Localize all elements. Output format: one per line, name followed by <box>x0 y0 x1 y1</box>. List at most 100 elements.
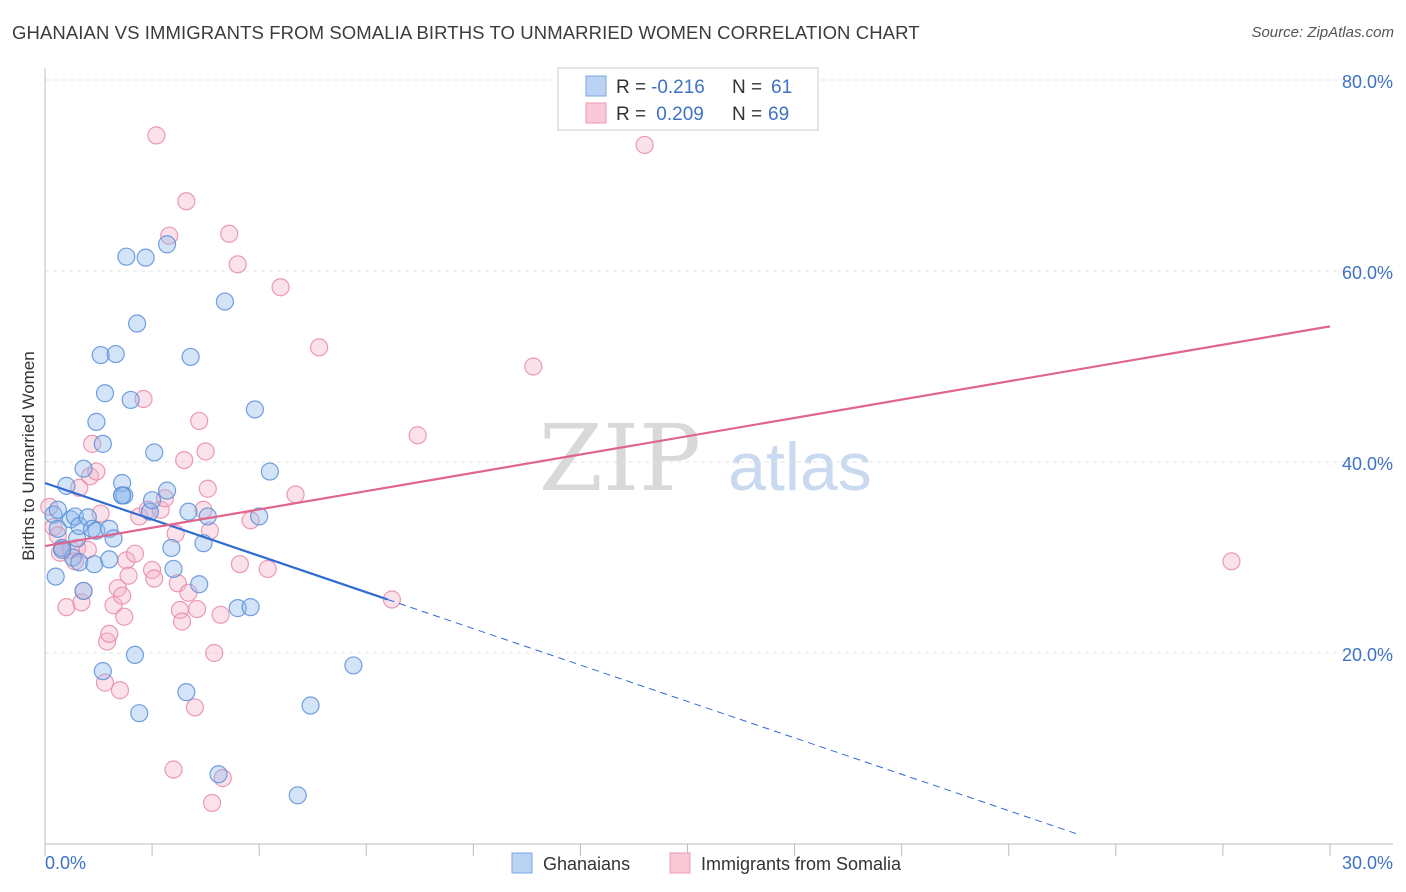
x-tick-label-max: 30.0% <box>1342 853 1393 873</box>
somalia-point-55 <box>228 255 247 274</box>
series-ghanaians-points <box>44 235 363 805</box>
somalia-point-58 <box>258 559 277 579</box>
y-tick-label-40: 40.0% <box>1342 454 1393 474</box>
legend-r-label-2: R = <box>616 104 646 125</box>
somalia-point-44 <box>185 698 205 717</box>
ghanaians-point-49 <box>215 292 234 311</box>
legend-swatch-ghanaians <box>585 75 607 97</box>
somalia-point-59 <box>271 278 290 297</box>
somalia-point-56 <box>230 555 249 574</box>
watermark-atlas: atlas <box>728 429 872 505</box>
ghanaians-point-38 <box>157 235 177 254</box>
ghanaians-point-20 <box>93 662 112 681</box>
ghanaians-point-25 <box>106 344 125 364</box>
ghanaians-point-11 <box>74 459 93 478</box>
somalia-point-66 <box>1222 552 1241 571</box>
ghanaians-point-16 <box>85 555 104 574</box>
ghanaians-point-55 <box>301 696 320 715</box>
somalia-point-23 <box>112 586 132 605</box>
stats-legend: R = -0.216 N = 61 R = 0.209 N = 69 <box>557 67 819 131</box>
trend-lines <box>44 325 1331 835</box>
x-tick-label-min: 0.0% <box>45 853 86 873</box>
ghanaians-point-29 <box>117 247 136 266</box>
somalia-point-51 <box>205 643 224 663</box>
ghanaians-point-32 <box>127 314 147 333</box>
somalia-point-65 <box>635 135 654 155</box>
ghanaians-point-44 <box>179 502 198 521</box>
ghanaians-point-45 <box>190 575 209 594</box>
watermark-zip: ZIP <box>539 405 701 512</box>
ghanaians-point-9 <box>70 553 89 572</box>
somalia-point-5 <box>57 598 76 617</box>
ghanaians-point-30 <box>121 390 140 410</box>
x-axis-ticks <box>44 844 1331 856</box>
somalia-point-52 <box>211 605 230 624</box>
y-tick-label-60: 60.0% <box>1342 263 1393 283</box>
bottom-legend-label-somalia: Immigrants from Somalia <box>701 854 902 874</box>
ghanaians-point-22 <box>100 519 119 538</box>
ghanaians-point-51 <box>241 598 260 617</box>
bottom-legend-label-ghanaians: Ghanaians <box>543 854 630 874</box>
ghanaians-point-35 <box>140 502 160 521</box>
bottom-legend-swatch-ghanaians <box>511 852 533 874</box>
axes <box>44 68 1393 845</box>
ghanaians-point-33 <box>130 704 149 723</box>
ghanaians-point-7 <box>65 507 85 526</box>
somalia-point-17 <box>95 673 115 692</box>
legend-r-value-2: 0.209 <box>651 104 704 125</box>
ghanaians-point-54 <box>260 462 279 481</box>
somalia-point-10 <box>72 593 91 612</box>
somalia-point-46 <box>190 411 209 431</box>
legend-n-label-2: N = <box>732 104 762 125</box>
somalia-point-26 <box>119 566 138 585</box>
chart-title: GHANAIAN VS IMMIGRANTS FROM SOMALIA BIRT… <box>12 22 920 43</box>
legend-n-value-1: 61 <box>771 77 792 98</box>
somalia-point-61 <box>310 338 329 357</box>
ghanaians-point-1 <box>48 519 67 538</box>
ghanaians-point-23 <box>100 550 119 569</box>
somalia-point-22 <box>110 681 130 700</box>
somalia-point-37 <box>164 760 183 779</box>
legend-r-value-1: -0.216 <box>651 77 705 98</box>
ghanaians-point-41 <box>164 559 183 579</box>
legend-r-label-1: R = <box>616 77 646 98</box>
ghanaians-point-40 <box>162 538 181 558</box>
ghanaians-point-4 <box>57 476 76 495</box>
ghanaians-point-53 <box>250 507 269 526</box>
somalia-point-45 <box>187 599 207 619</box>
ghanaians-point-17 <box>87 412 106 431</box>
ghanaians-point-37 <box>145 443 164 462</box>
ghanaians-trend-line <box>44 481 389 601</box>
ghanaians-point-48 <box>209 765 228 784</box>
somalia-point-33 <box>147 126 166 145</box>
ghanaians-point-2 <box>46 567 65 586</box>
somalia-point-64 <box>524 357 543 376</box>
ghanaians-point-43 <box>181 347 200 367</box>
somalia-point-32 <box>145 569 164 588</box>
somalia-point-48 <box>196 442 215 461</box>
chart-source: Source: ZipAtlas.com <box>1251 24 1394 41</box>
somalia-point-54 <box>220 224 239 243</box>
somalia-point-63 <box>408 426 427 445</box>
y-axis-tick-labels: 20.0% 40.0% 60.0% 80.0% <box>1342 72 1393 665</box>
ghanaians-trend-line-extension <box>387 599 1078 835</box>
somalia-point-29 <box>134 389 153 409</box>
ghanaians-point-42 <box>177 683 196 702</box>
legend-n-label-1: N = <box>732 77 762 98</box>
ghanaians-point-60 <box>112 486 132 505</box>
somalia-point-60 <box>286 485 305 504</box>
legend-n-value-2: 69 <box>768 104 789 125</box>
ghanaians-point-13 <box>74 581 93 601</box>
somalia-trend-line <box>44 325 1331 548</box>
ghanaians-point-12 <box>78 508 97 527</box>
series-somalia-points <box>40 126 1241 813</box>
y-tick-label-80: 80.0% <box>1342 72 1393 92</box>
ghanaians-point-19 <box>93 434 112 453</box>
ghanaians-point-31 <box>125 645 145 665</box>
somalia-point-62 <box>382 590 402 609</box>
ghanaians-point-21 <box>95 384 115 403</box>
somalia-point-19 <box>100 624 119 644</box>
bottom-legend-swatch-somalia <box>669 852 691 874</box>
y-axis-label: Births to Unmarried Women <box>19 351 38 560</box>
